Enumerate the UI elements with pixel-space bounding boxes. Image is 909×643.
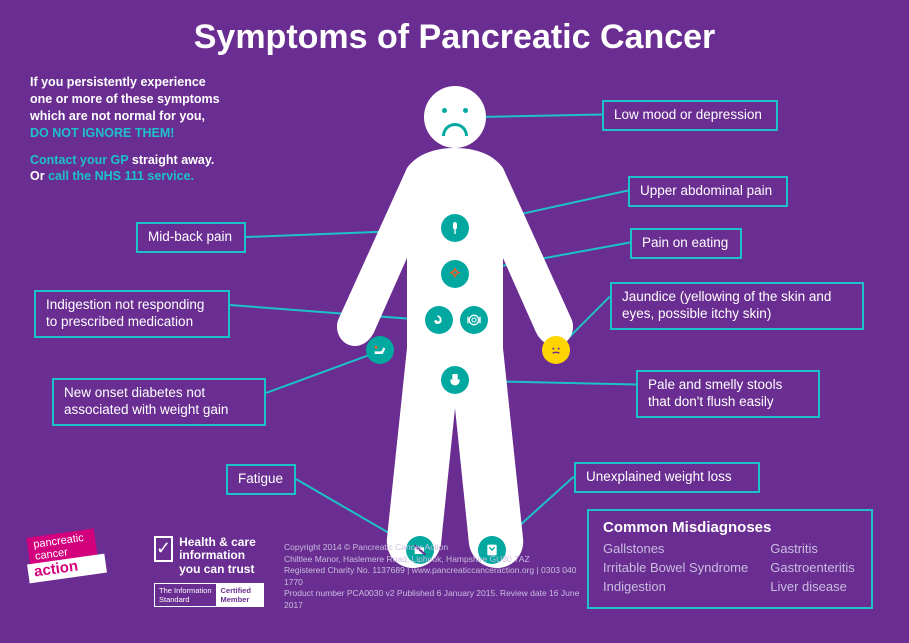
callout-stools: Pale and smelly stools that don't flush … [636, 370, 820, 418]
copy-line: Chiltlee Manor, Haslemere Road, Liphook,… [284, 554, 584, 565]
frown-icon [442, 123, 468, 136]
callout-weightLoss: Unexplained weight loss [574, 462, 760, 493]
intro-contact-gp: Contact your GP [30, 153, 128, 167]
intro-warning: DO NOT IGNORE THEM! [30, 126, 174, 140]
head-icon [424, 86, 486, 148]
callout-painEating: Pain on eating [630, 228, 742, 259]
intro-line: straight away. [128, 153, 214, 167]
misdiag-heading: Common Misdiagnoses [603, 519, 857, 536]
callout-midBack: Mid-back pain [136, 222, 246, 253]
intro-line: Or [30, 169, 48, 183]
callout-upperAbdominal: Upper abdominal pain [628, 176, 788, 207]
callout-jaundice: Jaundice (yellowing of the skin and eyes… [610, 282, 864, 330]
misdiag-item: Indigestion [603, 578, 748, 597]
symptom-dot-upperAb [441, 260, 469, 288]
intro-nhs-111: call the NHS 111 service. [48, 169, 194, 183]
symptom-dot-jaund [542, 336, 570, 364]
info-standard-label: The Information Standard [155, 584, 216, 606]
callout-lowMood: Low mood or depression [602, 100, 778, 131]
symptom-dot-plate [460, 306, 488, 334]
misdiag-item: Liver disease [770, 578, 855, 597]
pca-logo: pancreaticcancer action [28, 533, 138, 603]
callout-indigestion: Indigestion not responding to prescribed… [34, 290, 230, 338]
info-standard-text: Health & care information you can trust [179, 536, 264, 577]
callout-diabetes: New onset diabetes not associated with w… [52, 378, 266, 426]
intro-line: one or more of these symptoms [30, 92, 220, 106]
info-standard-logo: ✓ Health & care information you can trus… [154, 536, 264, 607]
misdiag-item: Irritable Bowel Syndrome [603, 559, 748, 578]
misdiagnoses-box: Common Misdiagnoses Gallstones Irritable… [587, 509, 873, 609]
infographic-canvas: Symptoms of Pancreatic Cancer If you per… [0, 0, 909, 643]
copy-line: Product number PCA0030 v2 Published 6 Ja… [284, 588, 584, 611]
copyright-text: Copyright 2014 © Pancreatic Cancer Actio… [284, 542, 584, 611]
misdiag-item: Gastroenteritis [770, 559, 855, 578]
misdiag-col1: Gallstones Irritable Bowel Syndrome Indi… [603, 540, 748, 597]
symptom-dot-toilet [441, 366, 469, 394]
tick-icon: ✓ [154, 536, 173, 562]
copy-line: Copyright 2014 © Pancreatic Cancer Actio… [284, 542, 584, 553]
human-figure [325, 86, 585, 568]
symptom-dot-stomach [425, 306, 453, 334]
intro-line: which are not normal for you, [30, 109, 205, 123]
certified-badge: Certified Member [216, 584, 263, 606]
intro-text: If you persistently experience one or mo… [30, 74, 290, 185]
copy-line: Registered Charity No. 1137689 | www.pan… [284, 565, 584, 588]
symptom-dot-hand [366, 336, 394, 364]
symptom-dot-chest [441, 214, 469, 242]
page-title: Symptoms of Pancreatic Cancer [0, 0, 909, 57]
callout-fatigue: Fatigue [226, 464, 296, 495]
misdiag-item: Gastritis [770, 540, 855, 559]
intro-line: If you persistently experience [30, 75, 206, 89]
misdiag-item: Gallstones [603, 540, 748, 559]
misdiag-col2: Gastritis Gastroenteritis Liver disease [770, 540, 855, 597]
